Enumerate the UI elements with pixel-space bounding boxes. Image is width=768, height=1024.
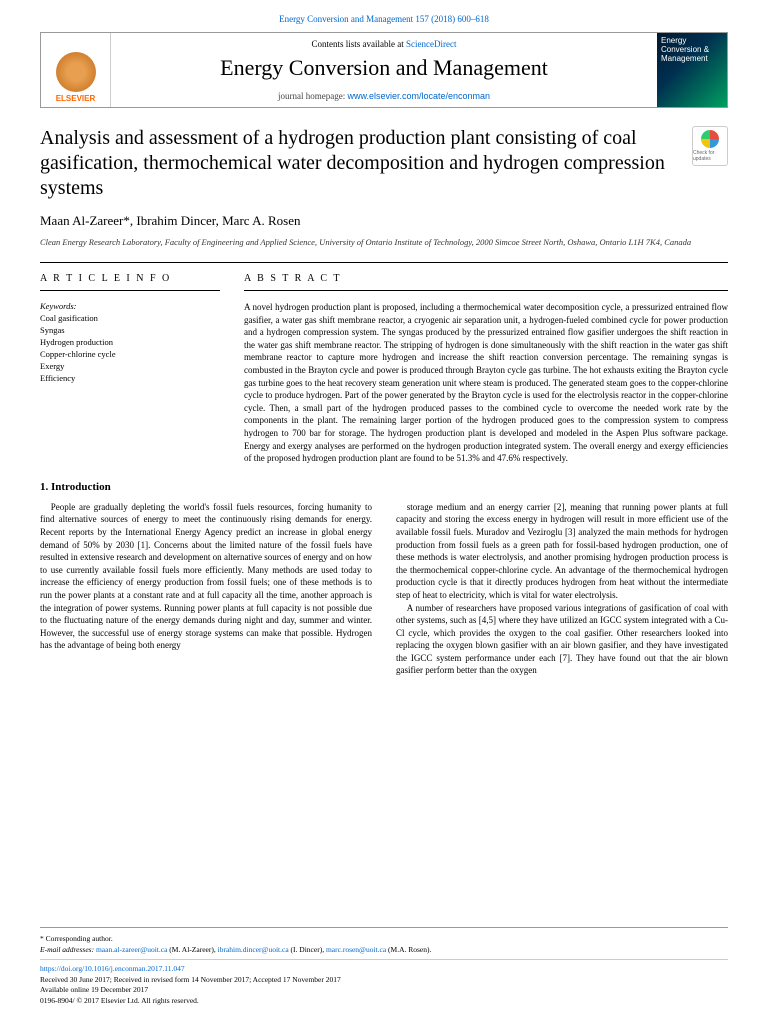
abstract-text: A novel hydrogen production plant is pro…: [244, 301, 728, 465]
email-name: (M. Al-Zareer): [169, 945, 214, 954]
authors: Maan Al-Zareer*, Ibrahim Dincer, Marc A.…: [40, 213, 728, 229]
article-info: A R T I C L E I N F O Keywords: Coal gas…: [40, 273, 220, 465]
keyword: Exergy: [40, 361, 220, 373]
affiliation: Clean Energy Research Laboratory, Facult…: [40, 237, 728, 248]
keyword: Hydrogen production: [40, 337, 220, 349]
cover-title: Energy Conversion & Management: [661, 37, 723, 63]
page: Energy Conversion and Management 157 (20…: [0, 0, 768, 1024]
contents-line: Contents lists available at ScienceDirec…: [121, 39, 647, 49]
header-center: Contents lists available at ScienceDirec…: [111, 33, 657, 107]
body-columns: People are gradually depleting the world…: [40, 501, 728, 677]
check-updates-badge[interactable]: Check for updates: [692, 126, 728, 166]
abstract: A B S T R A C T A novel hydrogen product…: [244, 273, 728, 465]
article-title: Analysis and assessment of a hydrogen pr…: [40, 126, 680, 201]
received-dates: Received 30 June 2017; Received in revis…: [40, 975, 728, 986]
keyword: Efficiency: [40, 373, 220, 385]
available-date: Available online 19 December 2017: [40, 985, 728, 996]
keyword: Coal gasification: [40, 313, 220, 325]
contents-prefix: Contents lists available at: [312, 39, 406, 49]
elsevier-tree-icon: [56, 52, 96, 92]
journal-cover: Energy Conversion & Management: [657, 33, 727, 107]
footer: * Corresponding author. E-mail addresses…: [40, 927, 728, 1006]
intro-para-1: People are gradually depleting the world…: [40, 501, 372, 652]
email-line: E-mail addresses: maan.al-zareer@uoit.ca…: [40, 945, 728, 956]
publisher-logo-box: ELSEVIER: [41, 33, 111, 107]
top-citation: Energy Conversion and Management 157 (20…: [0, 0, 768, 32]
homepage-prefix: journal homepage:: [278, 91, 347, 101]
title-row: Analysis and assessment of a hydrogen pr…: [40, 126, 728, 201]
keywords-list: Coal gasification Syngas Hydrogen produc…: [40, 313, 220, 384]
email-name: (M.A. Rosen).: [388, 945, 431, 954]
section-1-head: 1. Introduction: [40, 481, 728, 493]
email-link[interactable]: marc.rosen@uoit.ca: [326, 945, 386, 954]
abstract-head: A B S T R A C T: [244, 273, 728, 291]
journal-header: ELSEVIER Contents lists available at Sci…: [40, 32, 728, 108]
check-updates-label: Check for updates: [693, 150, 727, 162]
keyword: Syngas: [40, 325, 220, 337]
email-link[interactable]: maan.al-zareer@uoit.ca: [96, 945, 167, 954]
crossmark-icon: [701, 130, 719, 148]
homepage-link[interactable]: www.elsevier.com/locate/enconman: [347, 91, 490, 101]
article-info-head: A R T I C L E I N F O: [40, 273, 220, 291]
column-left: People are gradually depleting the world…: [40, 501, 372, 677]
citation-link[interactable]: Energy Conversion and Management 157 (20…: [279, 14, 489, 24]
intro-para-2: storage medium and an energy carrier [2]…: [396, 501, 728, 602]
intro-para-3: A number of researchers have proposed va…: [396, 602, 728, 678]
email-label: E-mail addresses:: [40, 945, 96, 954]
sciencedirect-link[interactable]: ScienceDirect: [406, 39, 456, 49]
homepage-line: journal homepage: www.elsevier.com/locat…: [121, 91, 647, 101]
email-link[interactable]: ibrahim.dincer@uoit.ca: [218, 945, 289, 954]
keyword: Copper-chlorine cycle: [40, 349, 220, 361]
copyright: 0196-8904/ © 2017 Elsevier Ltd. All righ…: [40, 996, 728, 1007]
email-name: (I. Dincer): [291, 945, 323, 954]
keywords-label: Keywords:: [40, 301, 220, 311]
main-content: Analysis and assessment of a hydrogen pr…: [0, 126, 768, 677]
doi-link[interactable]: https://doi.org/10.1016/j.enconman.2017.…: [40, 964, 185, 973]
corresponding-author: * Corresponding author.: [40, 934, 728, 945]
column-right: storage medium and an energy carrier [2]…: [396, 501, 728, 677]
info-abstract-row: A R T I C L E I N F O Keywords: Coal gas…: [40, 262, 728, 465]
journal-name: Energy Conversion and Management: [121, 55, 647, 81]
footer-rule: [40, 959, 728, 960]
publisher-name: ELSEVIER: [56, 94, 96, 103]
